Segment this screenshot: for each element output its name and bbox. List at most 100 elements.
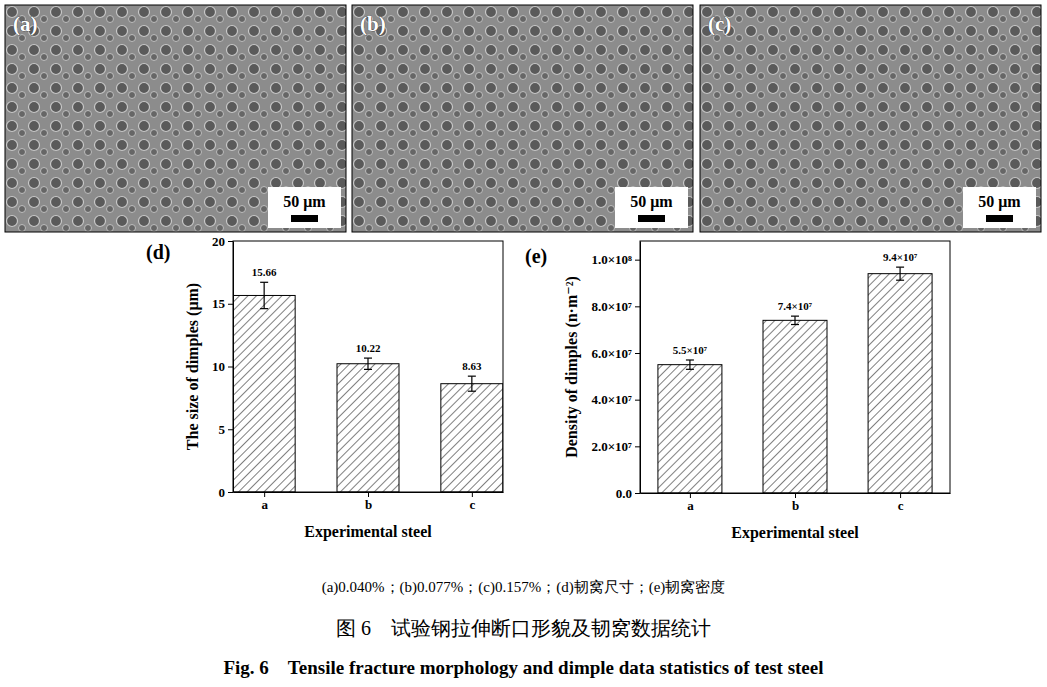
y-axis: 0 5 10 15 20 [212, 234, 234, 500]
plot-area [658, 267, 932, 493]
tick-mark [228, 304, 233, 305]
y-tick: 5 [219, 422, 234, 437]
scale-bar-box [268, 187, 341, 228]
y-tick-label: 1.0×10⁸ [591, 252, 632, 267]
error-line [689, 360, 690, 369]
y-tick: 0 [219, 485, 234, 500]
y-tick: 0.0 [616, 486, 640, 501]
y-tick-label: 10 [212, 359, 225, 374]
x-tick-label: c [469, 497, 475, 512]
panel-label: (a) [13, 12, 38, 36]
x-tick: b [365, 492, 372, 512]
sem-image [700, 5, 1041, 232]
tick-mark [228, 492, 233, 493]
error-cap [468, 376, 476, 377]
x-tick: c [898, 493, 904, 513]
tick-mark [635, 260, 640, 261]
tick-mark [228, 241, 233, 242]
data-label: 8.63 [462, 360, 482, 372]
bar [658, 365, 722, 493]
caption-title-en: Fig. 6 Tensile fracture morphology and d… [223, 657, 823, 678]
tick-mark [228, 429, 233, 430]
y-tick-label: 2.0×10⁷ [591, 439, 632, 454]
error-bar [686, 360, 694, 369]
y-axis-title: Density of dimples (n·m⁻²) [563, 276, 581, 458]
x-tick-label: a [687, 498, 694, 513]
bar [441, 384, 503, 492]
tick-mark [635, 400, 640, 401]
chart: 05101520abc15.6610.228.63Experimental st… [146, 234, 504, 541]
sem-image [352, 5, 693, 232]
error-cap [791, 324, 799, 325]
x-tick-label: c [898, 498, 904, 513]
scale-bar-label: 50 μm [630, 193, 673, 211]
plot-area [233, 282, 503, 492]
axis-line [233, 242, 234, 493]
data-label: 7.4×10⁷ [778, 300, 813, 312]
error-bar [260, 282, 268, 308]
y-tick-label: 0 [219, 485, 226, 500]
data-label: 10.22 [356, 342, 381, 354]
bar [868, 274, 932, 493]
y-tick-label: 15 [212, 296, 226, 311]
tick-mark [635, 446, 640, 447]
plot-frame [233, 241, 503, 492]
x-axis: a b c [234, 492, 504, 512]
error-cap [686, 359, 694, 360]
scale-bar [638, 215, 665, 222]
y-tick: 1.0×10⁸ [591, 252, 640, 267]
error-bar [468, 376, 476, 391]
y-tick: 6.0×10⁷ [591, 346, 640, 361]
scale-bar [986, 215, 1013, 222]
y-tick: 4.0×10⁷ [591, 392, 640, 407]
error-cap [364, 357, 372, 358]
y-tick: 2.0×10⁷ [591, 439, 640, 454]
y-axis-title: The size of dimples (μm) [184, 283, 202, 450]
error-line [264, 282, 265, 308]
y-tick: 8.0×10⁷ [591, 299, 640, 314]
data-label: 15.66 [252, 266, 277, 278]
error-line [471, 376, 472, 391]
error-cap [364, 369, 372, 370]
scale-bar-label: 50 μm [283, 193, 326, 211]
x-tick-label: b [365, 497, 372, 512]
plot-frame [640, 241, 950, 493]
x-tick: c [469, 492, 475, 512]
y-tick: 10 [212, 359, 233, 374]
caption-subfigures: (a)0.040%；(b)0.077%；(c)0.157%；(d)韧窝尺寸；(e… [322, 579, 726, 596]
y-tick-label: 20 [212, 234, 225, 249]
x-axis: a b c [641, 493, 951, 513]
y-axis: 0.0 2.0×10⁷ 4.0×10⁷ 6.0×10⁷ 8.0×10⁷ 1.0×10⁸ [591, 242, 640, 501]
error-cap [791, 316, 799, 317]
error-cap [260, 282, 268, 283]
bar [233, 295, 295, 492]
chart: 0.0 2.0×10⁷ 4.0×10⁷ 6.0×10⁷ 8.0×10⁷ 1.0×10⁸ a b… [525, 241, 951, 542]
panel-label: (e) [525, 245, 547, 268]
sem-panel: (a) 50 μm [5, 5, 346, 232]
sem-panel: (c)50 μm [700, 5, 1041, 232]
bar [763, 320, 827, 493]
x-tick: a [687, 493, 694, 513]
axis-line [640, 242, 641, 494]
x-tick-label: a [261, 497, 268, 512]
error-bar [364, 358, 372, 369]
data-label: 5.5×10⁷ [673, 344, 708, 356]
error-line [367, 358, 368, 369]
x-tick-label: b [792, 498, 799, 513]
sem-panel: (b)50 μm [352, 5, 693, 232]
error-cap [686, 369, 694, 370]
tick-mark [635, 493, 640, 494]
caption-title-zh: 图 6 试验钢拉伸断口形貌及韧窝数据统计 [336, 617, 711, 639]
error-cap [896, 280, 904, 281]
scale-bar-box [615, 187, 688, 228]
x-tick: a [261, 492, 268, 512]
scale-bar-box [963, 187, 1036, 228]
tick-mark [635, 353, 640, 354]
error-bar [896, 267, 904, 280]
x-tick: b [792, 493, 799, 513]
tick-mark [228, 367, 233, 368]
error-cap [468, 391, 476, 392]
y-tick-label: 8.0×10⁷ [591, 299, 632, 314]
error-bar [791, 316, 799, 324]
figure: (a)50 μm(b)50 μm(c)50 μm05101520abc15.66… [0, 0, 1047, 687]
